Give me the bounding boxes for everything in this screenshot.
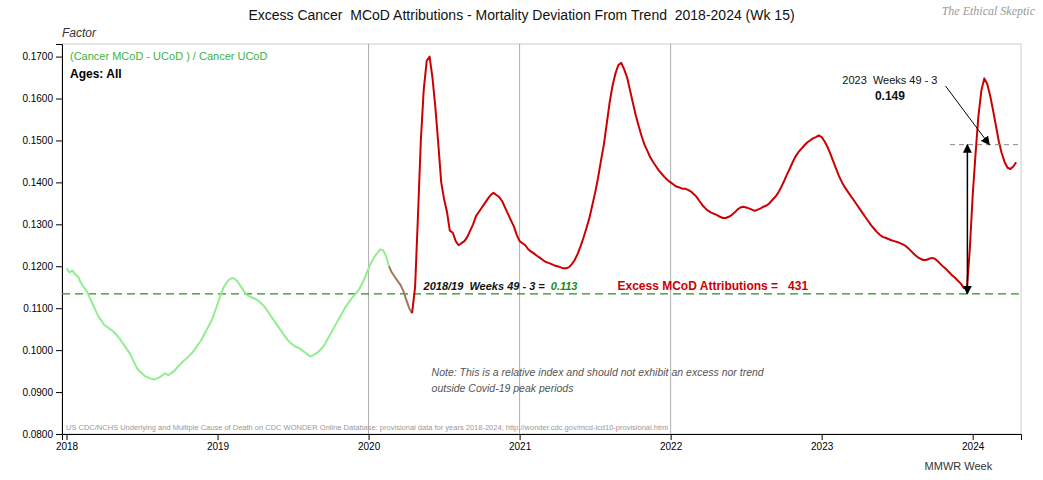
y-tick: 0.1200 [22,261,62,272]
y-tick: 0.1700 [22,51,62,62]
y-tick-mark [56,350,62,351]
y-tick-mark [56,99,62,100]
x-tick-mark [67,434,68,440]
x-tick-mark [218,434,219,440]
pointer-arrow [945,86,989,145]
x-tick-mark [822,434,823,440]
y-tick: 0.1400 [22,177,62,188]
y-tick-mark [56,182,62,183]
x-tick: 2024 [962,434,985,452]
y-tick-label: 0.1100 [23,303,53,314]
y-tick-label: 0.1600 [22,93,53,104]
y-tick: 0.1500 [22,135,62,146]
y-tick-label: 0.1000 [22,345,53,356]
note-line: Note: This is a relative index and shoul… [432,366,765,378]
y-tick: 0.0900 [22,387,62,398]
x-tick: 2023 [811,434,834,452]
baseline [62,293,1021,294]
x-tick-label: 2022 [660,441,683,452]
y-tick-mark [56,434,62,435]
y-tick-label: 0.0800 [22,429,53,440]
reference-line [950,144,1018,145]
x-tick: 2021 [509,434,532,452]
x-tick-mark [671,434,672,440]
plot-area [62,44,1021,434]
x-tick-mark [973,434,974,440]
x-axis-line [63,435,1022,441]
x-tick-label: 2024 [962,441,985,452]
x-tick-label: 2019 [207,441,230,452]
x-tick-mark [369,434,370,440]
x-tick: 2022 [660,434,683,452]
y-tick-label: 0.1500 [22,135,53,146]
formula-label: (Cancer MCoD - UCoD ) / Cancer UCoD [70,50,267,62]
y-tick-mark [56,392,62,393]
ages-label: Ages: All [70,67,122,81]
y-tick: 0.1600 [22,93,62,104]
x-axis-title: MMWR Week [925,460,993,472]
y-tick-label: 0.1700 [22,51,53,62]
source-label: US CDC/NCHS Underlying and Multiple Caus… [66,423,668,432]
separator-line [368,44,369,434]
label-2023: 2023 Weeks 49 - 3 [842,74,937,86]
y-tick-label: 0.0900 [22,387,53,398]
y-tick-mark [56,266,62,267]
y-tick-mark [56,308,62,309]
x-tick: 2018 [56,434,79,452]
series-line [412,57,1016,314]
series-line [389,266,412,313]
title: Excess Cancer MCoD Attributions - Mortal… [248,7,794,23]
y-axis-line [56,45,63,435]
chart: 2018 2019 2020 2021 2022 2023 2024 0.0800 0.0900… [0,0,1043,480]
y-tick: 0.1000 [22,345,62,356]
y-tick: 0.1100 [23,303,62,314]
y-tick-mark [56,140,62,141]
x-axis: 2018 2019 2020 2021 2022 2023 2024 [56,434,1022,452]
range-arrow [967,145,969,294]
x-tick: 2019 [207,434,230,452]
baseline-label: 2018/19 Weeks 49 - 3 = [423,280,546,292]
y-tick: 0.1300 [22,219,62,230]
x-tick-label: 2020 [358,441,381,452]
excess-label: Excess MCoD Attributions = 431 [617,279,808,293]
baseline-number: 0.113 [551,280,578,292]
x-tick-label: 2018 [56,441,79,452]
note-line: outside Covid-19 peak periods [432,382,575,394]
y-tick: 0.0800 [22,429,62,440]
value-2023: 0.149 [875,89,905,103]
x-tick-label: 2021 [509,441,532,452]
plot-frame [62,44,1021,434]
y-tick-label: 0.1400 [22,177,53,188]
y-tick-mark [56,224,62,225]
y-axis-title: Factor [62,26,97,40]
texts: Excess Cancer MCoD Attributions - Mortal… [62,4,1036,472]
x-tick: 2020 [358,434,381,452]
y-tick-mark [56,57,62,58]
watermark: The Ethical Skeptic [942,4,1036,18]
x-tick-label: 2023 [811,441,834,452]
y-tick-label: 0.1200 [22,261,53,272]
y-tick-label: 0.1300 [22,219,53,230]
x-tick-mark [520,434,521,440]
y-axis: 0.0800 0.0900 0.1000 0.1100 0.1200 0.1300 0.14… [22,45,62,440]
series-line [67,249,389,379]
